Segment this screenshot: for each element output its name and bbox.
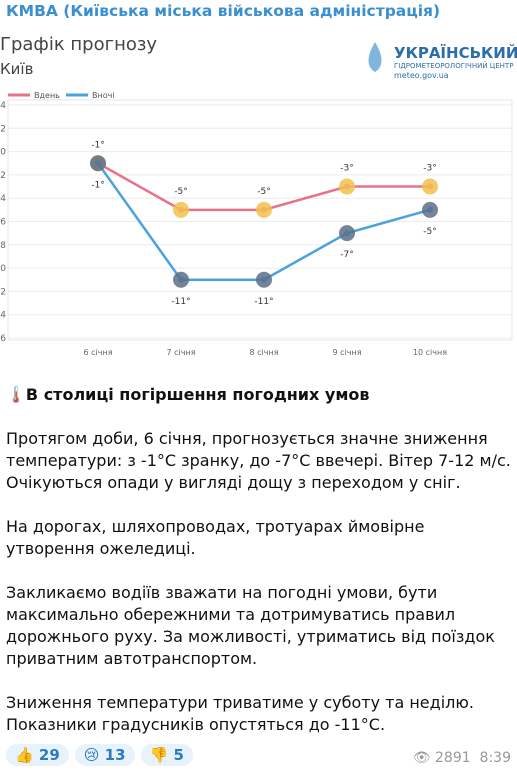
post-body: 🌡️В столиці погіршення погодних умов Про… [6,384,511,758]
reaction[interactable]: 😢 13 [74,744,135,766]
value-label: -1° [91,180,104,190]
weather-icon [339,225,355,242]
reaction[interactable]: 👎 5 [140,744,193,766]
logo-subname: ГІДРОМЕТЕОРОЛОГІЧНИЙ ЦЕНТР [394,61,513,70]
x-tick-label: 10 січня [413,348,447,357]
y-tick-label: 0 [0,148,6,158]
value-label: -1° [91,140,104,150]
x-tick-label: 8 січня [249,348,278,357]
y-tick-label: 4 [0,101,6,111]
weather-icon [256,271,272,288]
weather-icon [173,201,189,218]
reaction-emoji: 👎 [149,746,169,764]
weather-icon [173,271,189,288]
value-label: -5° [423,227,436,237]
reaction-count: 13 [104,746,126,764]
time: 8:39 [479,750,511,766]
weather-icon [422,201,438,218]
reaction-emoji: 😢 [83,746,100,764]
paragraph: Зниження температури триватиме у суботу … [6,693,474,734]
chart-subtitle: Київ [0,60,33,78]
reaction-emoji: 👍 [15,746,34,764]
y-tick-label: -10 [0,264,6,274]
x-tick-label: 9 січня [332,348,361,357]
y-tick-label: -2 [0,171,6,181]
weather-icon [90,155,106,172]
legend-label: Вночі [92,91,115,100]
channel-name[interactable]: КМВА (Київська міська військова адмініст… [6,2,441,20]
value-label: -11° [171,297,190,307]
y-tick-label: -4 [0,194,6,204]
reaction-count: 29 [38,746,60,764]
logo-drop [368,42,382,72]
paragraph: Протягом доби, 6 січня, прогнозується зн… [6,429,511,492]
y-tick-label: -8 [0,241,6,251]
paragraph: На дорогах, шляхопроводах, тротуарах ймо… [6,517,425,558]
y-tick-label: -12 [0,287,6,297]
chart-title: Графік прогнозу [0,34,157,55]
reaction-count: 5 [173,746,184,764]
post-footer: 👍 29 😢 13 👎 5 👁 2891 8:39 [6,744,511,770]
value-label: -7° [340,250,353,260]
chart: Графік прогнозу Київ УКРАЇНСЬКИЙ ГІДРОМЕ… [0,34,517,357]
post-heading: 🌡️В столиці погіршення погодних умов [6,385,370,404]
plot-frame [7,99,513,341]
y-tick-label: -16 [0,334,6,344]
paragraph: Закликаємо водіїв зважати на погодні умо… [6,583,495,668]
views: 2891 [435,750,471,766]
x-tick-label: 7 січня [166,348,195,357]
x-tick-label: 6 січня [83,348,112,357]
value-label: -5° [257,187,270,197]
value-label: -3° [423,164,436,174]
logo-url: meteo.gov.ua [394,71,449,80]
weather-icon [256,201,272,218]
legend-label: Вдень [34,91,60,100]
value-label: -3° [340,164,353,174]
value-label: -5° [174,187,187,197]
y-tick-label: -14 [0,311,6,321]
y-tick-label: 2 [0,124,6,134]
logo-name: УКРАЇНСЬКИЙ [394,43,517,62]
weather-icon [422,178,438,195]
reaction[interactable]: 👍 29 [6,744,69,766]
y-tick-label: -6 [0,218,6,228]
value-label: -11° [254,297,273,307]
post-meta: 👁 2891 8:39 [412,750,511,766]
weather-icon [339,178,355,195]
